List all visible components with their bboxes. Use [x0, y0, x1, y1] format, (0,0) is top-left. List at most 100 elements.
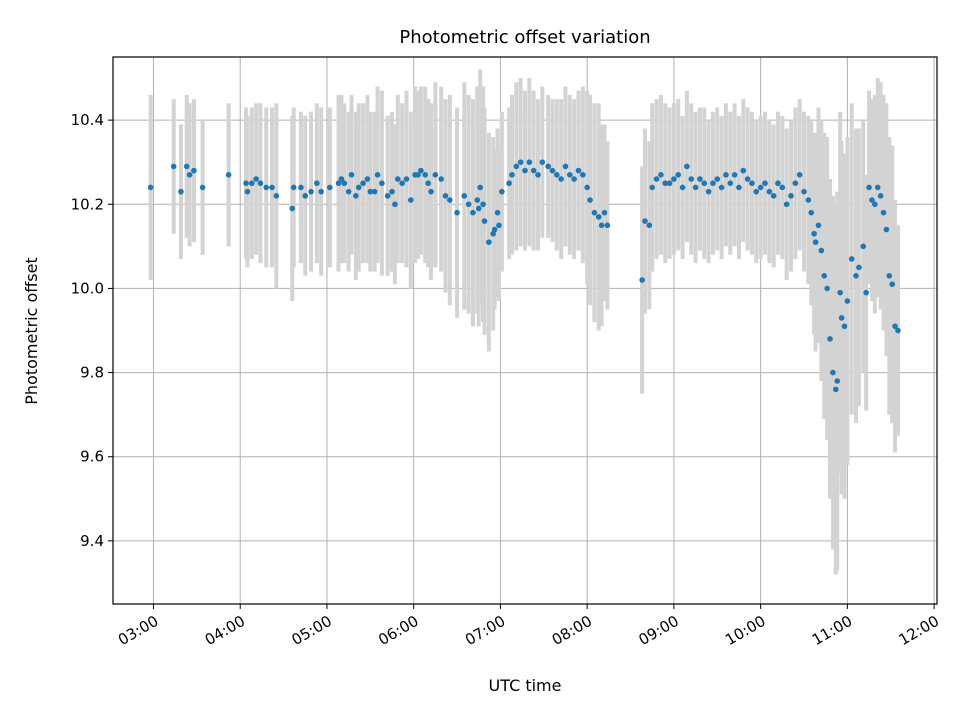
data-point	[706, 189, 712, 195]
data-point	[258, 180, 264, 186]
data-point	[693, 185, 699, 191]
data-point	[745, 176, 751, 182]
data-point	[379, 180, 385, 186]
data-point	[881, 210, 887, 216]
data-point	[506, 180, 512, 186]
data-point	[486, 239, 492, 245]
data-point	[253, 176, 259, 182]
data-point	[461, 193, 467, 199]
data-point	[771, 193, 777, 199]
data-point	[308, 189, 314, 195]
data-point	[554, 172, 560, 178]
data-point	[821, 273, 827, 279]
data-point	[658, 172, 664, 178]
data-point	[245, 189, 251, 195]
data-point	[563, 164, 569, 170]
data-point	[667, 180, 673, 186]
data-point	[433, 172, 439, 178]
data-point	[819, 248, 825, 254]
data-point	[540, 159, 546, 165]
data-point	[274, 193, 280, 199]
data-point	[395, 176, 401, 182]
data-point	[671, 176, 677, 182]
data-point	[314, 180, 320, 186]
data-point	[545, 164, 551, 170]
data-point	[302, 193, 308, 199]
data-point	[780, 185, 786, 191]
data-point	[148, 185, 154, 191]
data-point	[587, 197, 593, 203]
data-point	[291, 185, 297, 191]
data-point	[353, 193, 359, 199]
data-point	[178, 189, 184, 195]
data-point	[856, 265, 862, 271]
data-point	[558, 176, 564, 182]
y-axis-label: Photometric offset	[22, 257, 41, 405]
data-point	[385, 193, 391, 199]
data-point	[518, 159, 524, 165]
y-tick-label: 9.8	[80, 364, 104, 382]
data-point	[418, 168, 424, 174]
data-point	[522, 168, 528, 174]
data-point	[476, 206, 482, 212]
y-tick-label: 9.4	[80, 532, 104, 550]
data-point	[422, 172, 428, 178]
data-point	[389, 189, 395, 195]
data-point	[793, 180, 799, 186]
data-point	[714, 176, 720, 182]
data-point	[599, 223, 605, 229]
data-point	[886, 273, 892, 279]
data-point	[649, 185, 655, 191]
data-point	[842, 323, 848, 329]
data-point	[875, 185, 881, 191]
data-point	[499, 189, 505, 195]
data-point	[492, 227, 498, 233]
data-point	[428, 189, 434, 195]
data-point	[884, 227, 890, 233]
y-tick-label: 10.0	[71, 279, 104, 297]
data-point	[811, 231, 817, 237]
data-point	[477, 185, 483, 191]
data-point	[701, 180, 707, 186]
data-point	[482, 218, 488, 224]
data-point	[200, 185, 206, 191]
data-point	[567, 172, 573, 178]
data-point	[853, 273, 859, 279]
data-point	[866, 185, 872, 191]
data-point	[753, 189, 759, 195]
data-point	[514, 164, 520, 170]
data-point	[736, 185, 742, 191]
data-point	[723, 172, 729, 178]
data-point	[697, 176, 703, 182]
data-point	[642, 218, 648, 224]
data-point	[684, 164, 690, 170]
data-point	[845, 298, 851, 304]
data-point	[495, 210, 501, 216]
data-point	[680, 185, 686, 191]
data-point	[806, 197, 812, 203]
data-point	[584, 185, 590, 191]
data-point	[269, 185, 275, 191]
y-tick-label: 9.6	[80, 448, 104, 466]
data-point	[392, 201, 398, 207]
data-point	[408, 197, 414, 203]
data-point	[719, 185, 725, 191]
data-point	[454, 210, 460, 216]
data-point	[341, 180, 347, 186]
data-point	[784, 201, 790, 207]
x-axis-label: UTC time	[489, 676, 562, 695]
data-point	[365, 176, 371, 182]
data-point	[860, 244, 866, 250]
data-point	[762, 180, 768, 186]
data-point	[749, 180, 755, 186]
data-point	[688, 176, 694, 182]
data-point	[863, 290, 869, 296]
data-point	[827, 336, 833, 342]
data-point	[571, 176, 577, 182]
data-point	[849, 256, 855, 262]
data-point	[740, 168, 746, 174]
data-point	[602, 210, 608, 216]
data-point	[839, 315, 845, 321]
data-point	[289, 206, 295, 212]
data-point	[443, 193, 449, 199]
